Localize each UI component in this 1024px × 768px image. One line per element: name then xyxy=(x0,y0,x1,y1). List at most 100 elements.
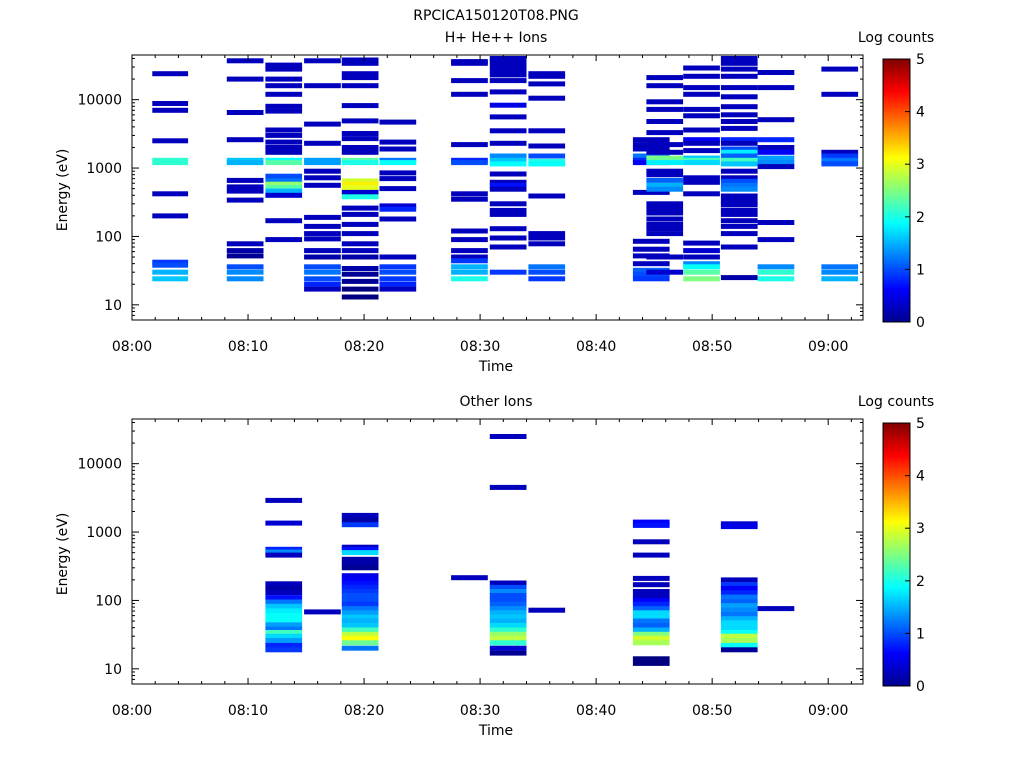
spectrogram-cell xyxy=(489,269,527,275)
spectrogram-cell xyxy=(265,149,303,155)
spectrogram-cell xyxy=(632,246,670,252)
spectrogram-cell xyxy=(489,597,527,603)
spectrogram-cell xyxy=(489,128,527,134)
plot-frame xyxy=(131,54,864,321)
spectrogram-cell xyxy=(489,610,527,616)
spectrogram-cell xyxy=(489,102,527,108)
spectrogram-cell xyxy=(304,609,341,615)
spectrogram-cell xyxy=(451,228,488,234)
spectrogram-cell xyxy=(489,631,527,637)
spectrogram-cell xyxy=(265,188,303,194)
spectrogram-cell xyxy=(757,269,795,275)
spectrogram-cell xyxy=(528,276,566,282)
spectrogram-cell xyxy=(265,638,303,643)
spectrogram-cell xyxy=(341,522,379,528)
spectrogram-cell xyxy=(489,182,527,188)
spectrogram-cell xyxy=(489,640,527,646)
spectrogram-cell xyxy=(757,85,795,91)
spectrogram-cell xyxy=(379,146,417,152)
spectrogram-cell xyxy=(720,198,758,204)
spectrogram-cell xyxy=(489,484,527,490)
spectrogram-cell xyxy=(646,210,684,216)
x-tick-label: 08:20 xyxy=(344,703,384,719)
x-axis-label: Time xyxy=(478,723,513,739)
x-tick-label: 08:40 xyxy=(576,339,616,355)
spectrogram-cell xyxy=(341,241,379,247)
spectrogram-cell xyxy=(304,264,341,270)
spectrogram-cell xyxy=(632,137,670,143)
spectrogram-cell xyxy=(632,539,670,545)
spectrogram-cell xyxy=(632,623,670,628)
spectrogram-cell xyxy=(304,58,341,64)
spectrogram-cell xyxy=(720,104,758,110)
spectrogram-cell xyxy=(757,149,795,155)
spectrogram-cell xyxy=(683,248,720,254)
spectrogram-cell xyxy=(265,83,303,89)
spectrogram-cell xyxy=(632,640,670,646)
spectrogram-cell xyxy=(265,520,303,526)
spectrogram-cell xyxy=(528,73,566,79)
spectrogram-cell xyxy=(265,192,303,198)
spectrogram-cell xyxy=(720,149,758,155)
spectrogram-cell xyxy=(265,66,303,72)
spectrogram-cell xyxy=(341,589,379,594)
spectrogram-cell xyxy=(720,193,758,199)
spectrogram-cell xyxy=(646,160,684,166)
spectrogram-cell xyxy=(226,58,264,64)
spectrogram-cell xyxy=(646,205,684,211)
spectrogram-cell xyxy=(632,582,670,588)
spectrogram-cell xyxy=(821,269,859,275)
spectrogram-cell xyxy=(683,175,720,181)
spectrogram-cell xyxy=(683,85,720,91)
colorbar-tick-label: 2 xyxy=(916,210,925,226)
spectrogram-cell xyxy=(720,633,758,639)
spectrogram-cell xyxy=(489,179,527,185)
y-tick-label: 10000 xyxy=(77,93,122,109)
spectrogram-cell xyxy=(341,205,379,211)
spectrogram-cell xyxy=(683,191,720,197)
spectrogram-cell xyxy=(265,160,303,166)
spectrogram-cell xyxy=(265,549,303,555)
spectrogram-cell xyxy=(489,78,527,84)
spectrogram-cell xyxy=(528,607,566,613)
colorbar: 0 1 2 3 4 5 xyxy=(882,416,925,695)
spectrogram-cell xyxy=(528,161,566,167)
spectrogram-cell xyxy=(646,168,684,174)
spectrogram-cell xyxy=(451,196,488,202)
spectrogram-cell xyxy=(265,622,303,628)
spectrogram-cell xyxy=(720,521,758,527)
spectrogram-cell xyxy=(265,633,303,639)
spectrogram-cell xyxy=(632,552,670,558)
spectrogram-cell xyxy=(379,276,417,282)
spectrogram-cells xyxy=(152,56,859,300)
spectrogram-cell xyxy=(341,623,379,628)
spectrogram-cell xyxy=(379,254,417,260)
spectrogram-cell xyxy=(683,106,720,112)
spectrogram-cell xyxy=(265,603,303,609)
spectrogram-cell xyxy=(265,552,303,558)
spectrogram-cell xyxy=(304,223,341,229)
spectrogram-cell xyxy=(341,614,379,620)
spectrogram-cell xyxy=(304,168,341,174)
spectrogram-cell xyxy=(489,226,527,232)
spectrogram-cell xyxy=(720,647,758,653)
spectrogram-cell xyxy=(341,221,379,227)
spectrogram-cell xyxy=(757,117,795,123)
spectrogram-cell xyxy=(528,153,566,159)
spectrogram-cell xyxy=(646,172,684,178)
spectrogram-cell xyxy=(265,546,303,552)
spectrogram-cell xyxy=(265,595,303,601)
spectrogram-cell xyxy=(632,618,670,624)
x-axis-label: Time xyxy=(478,359,513,375)
spectrogram-cell xyxy=(226,110,264,115)
spectrogram-cell xyxy=(683,276,720,282)
spectrogram-cell xyxy=(720,223,758,229)
spectrogram-cell xyxy=(632,238,670,244)
page-title: RPCICA150120T08.PNG xyxy=(413,8,578,24)
spectrogram-cell xyxy=(632,519,670,525)
spectrogram-cell xyxy=(341,145,379,150)
spectrogram-cells xyxy=(265,434,795,666)
spectrogram-cell xyxy=(152,213,189,219)
spectrogram-cell xyxy=(720,642,758,648)
